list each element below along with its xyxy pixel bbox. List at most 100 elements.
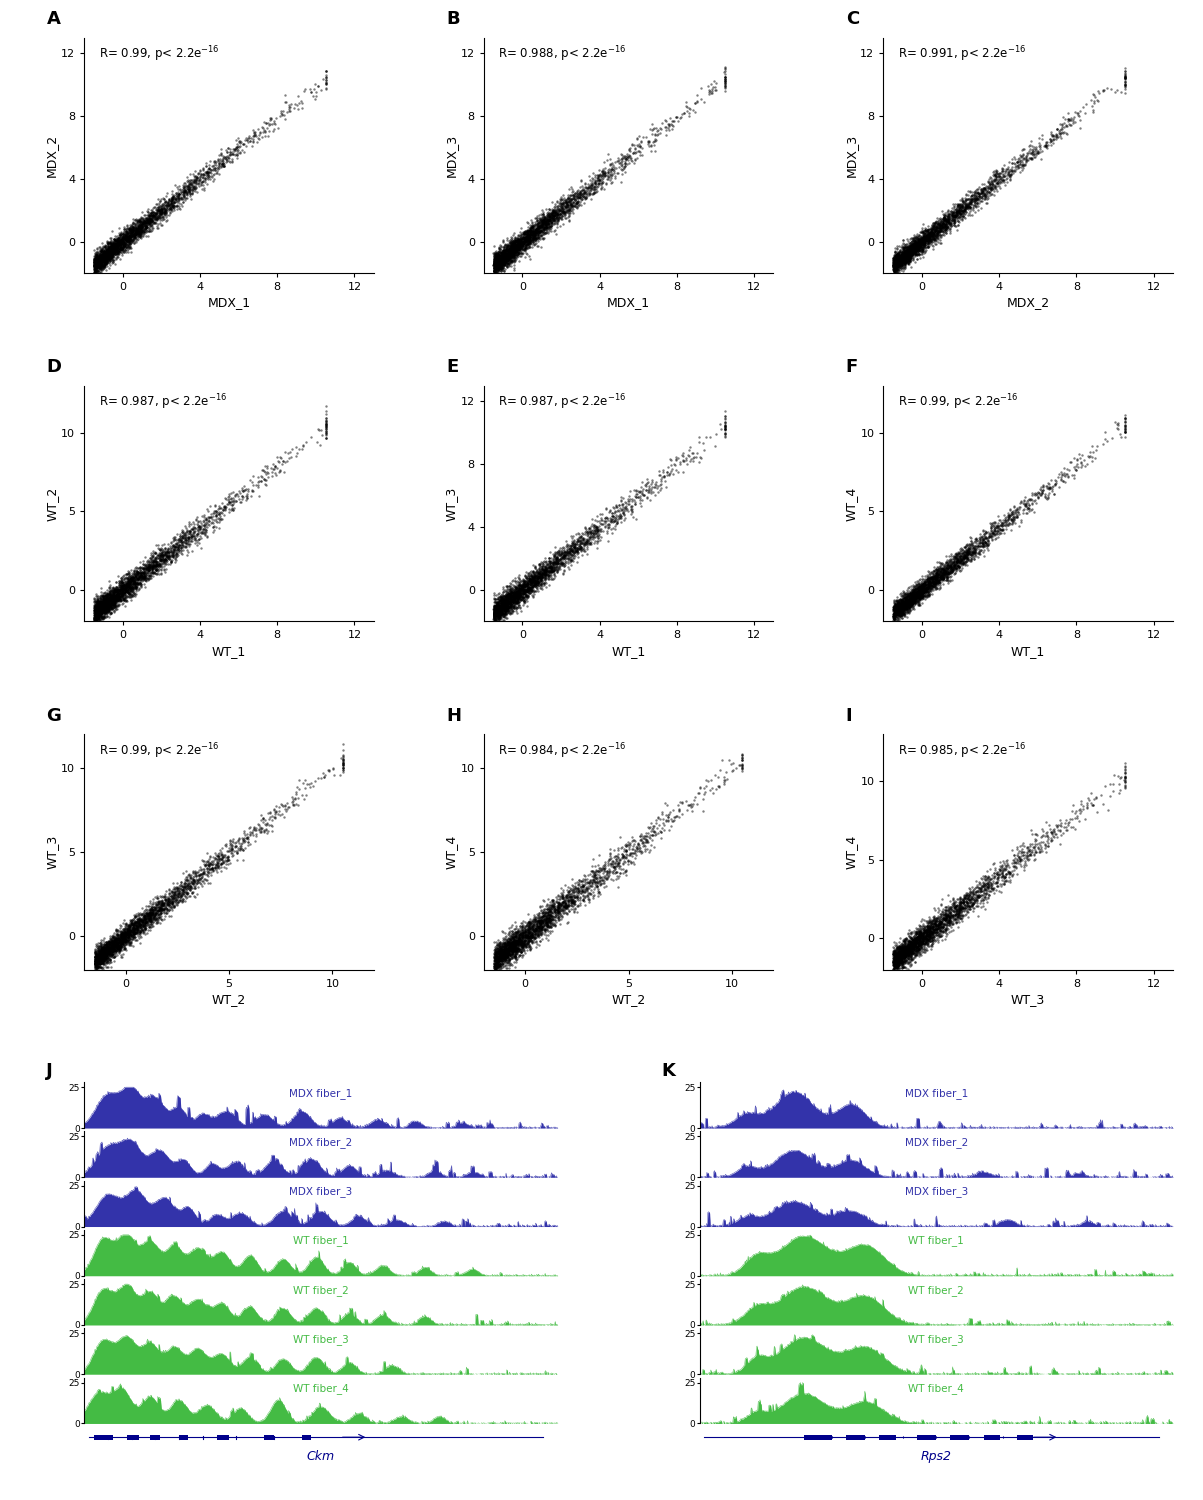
- Point: [497, 597, 516, 621]
- Point: [996, 164, 1015, 188]
- Point: [890, 945, 909, 969]
- Point: [891, 248, 911, 272]
- Point: [114, 226, 134, 251]
- Point: [88, 954, 107, 978]
- Point: [1065, 454, 1084, 478]
- Point: [931, 210, 950, 234]
- Point: [608, 849, 627, 873]
- Point: [908, 926, 928, 950]
- Point: [953, 192, 972, 216]
- Point: [541, 556, 561, 580]
- Point: [114, 926, 134, 950]
- Point: [893, 591, 912, 615]
- Point: [505, 237, 525, 261]
- Point: [890, 946, 909, 970]
- Point: [915, 573, 935, 597]
- Point: [974, 874, 994, 898]
- Point: [223, 496, 242, 520]
- Point: [923, 210, 942, 234]
- Point: [559, 209, 579, 232]
- Point: [622, 495, 641, 519]
- Point: [918, 922, 937, 946]
- Point: [100, 945, 119, 969]
- Point: [912, 226, 931, 251]
- Point: [565, 536, 585, 560]
- Point: [90, 598, 109, 622]
- Point: [547, 542, 567, 566]
- Point: [143, 903, 162, 927]
- Point: [129, 918, 148, 942]
- Point: [223, 834, 242, 858]
- Point: [509, 592, 528, 616]
- Point: [184, 885, 203, 909]
- Point: [1112, 765, 1131, 789]
- Point: [551, 892, 570, 916]
- Point: [1000, 506, 1019, 530]
- Point: [500, 585, 520, 609]
- Point: [532, 213, 551, 237]
- Point: [488, 945, 508, 969]
- Point: [111, 928, 130, 952]
- Point: [223, 836, 242, 860]
- Point: [705, 78, 724, 102]
- Point: [506, 228, 526, 252]
- Point: [704, 782, 723, 806]
- Point: [901, 586, 920, 610]
- Point: [94, 236, 113, 260]
- Point: [906, 934, 925, 958]
- Point: [154, 198, 173, 222]
- Point: [585, 513, 604, 537]
- Point: [971, 876, 990, 900]
- Point: [604, 501, 623, 525]
- Point: [94, 255, 113, 279]
- Point: [921, 916, 941, 940]
- Point: [109, 230, 129, 254]
- Point: [487, 592, 506, 616]
- Point: [97, 249, 117, 273]
- Point: [889, 948, 908, 972]
- Point: [520, 926, 539, 950]
- Point: [85, 252, 105, 276]
- Point: [85, 246, 105, 270]
- Point: [942, 556, 961, 580]
- Point: [503, 248, 522, 272]
- Point: [99, 586, 118, 610]
- Point: [89, 594, 108, 618]
- Point: [91, 942, 111, 966]
- Point: [547, 198, 567, 222]
- Point: [935, 213, 954, 237]
- Point: [505, 237, 525, 261]
- Point: [920, 928, 940, 952]
- Point: [897, 249, 917, 273]
- Point: [105, 590, 124, 613]
- Point: [533, 562, 552, 586]
- Point: [600, 509, 620, 532]
- Point: [526, 219, 545, 243]
- Point: [998, 861, 1018, 885]
- Point: [571, 194, 591, 217]
- Point: [522, 219, 541, 243]
- Point: [606, 853, 626, 877]
- Point: [105, 231, 124, 255]
- Point: [132, 209, 152, 232]
- Point: [1005, 144, 1024, 168]
- Point: [896, 246, 915, 270]
- Point: [150, 548, 170, 572]
- Point: [934, 567, 953, 591]
- Point: [115, 578, 135, 602]
- Point: [946, 209, 965, 232]
- Point: [245, 822, 265, 846]
- Point: [130, 564, 149, 588]
- Point: [132, 918, 152, 942]
- Point: [109, 936, 129, 960]
- Point: [250, 123, 269, 147]
- Point: [946, 204, 965, 228]
- Point: [108, 585, 128, 609]
- Point: [965, 543, 984, 567]
- Point: [955, 897, 974, 921]
- Point: [494, 243, 514, 267]
- Point: [254, 468, 273, 492]
- Point: [905, 242, 924, 266]
- Point: [120, 217, 140, 242]
- Point: [182, 182, 201, 206]
